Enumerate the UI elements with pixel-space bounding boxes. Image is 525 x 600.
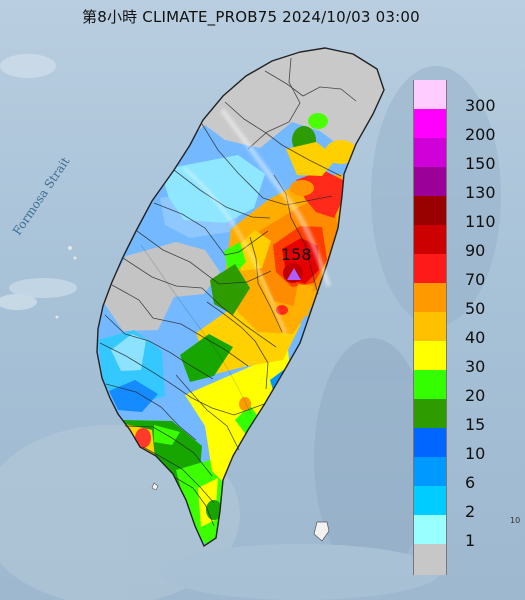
legend-label-300: 300 (465, 96, 496, 115)
corner-label: 10 (510, 516, 521, 525)
legend-label-2: 2 (465, 502, 476, 521)
rainfall-legend (413, 80, 447, 575)
legend-color-90 (413, 225, 447, 254)
legend-label-130: 130 (465, 183, 496, 202)
legend-label-90: 90 (465, 241, 486, 260)
small-islands (55, 246, 330, 542)
legend-label-6: 6 (465, 473, 476, 492)
taiwan-coastline (96, 47, 385, 548)
legend-label-150: 150 (465, 154, 496, 173)
legend-color-10 (413, 428, 447, 457)
island-terrain (140, 108, 332, 415)
legend-color-20 (413, 370, 447, 399)
legend-color-200 (413, 109, 447, 138)
legend-color-150 (413, 138, 447, 167)
legend-color-130 (413, 167, 447, 196)
legend-label-10: 10 (465, 444, 486, 463)
legend-color-70 (413, 254, 447, 283)
legend-label-200: 200 (465, 125, 496, 144)
legend-label-30: 30 (465, 357, 486, 376)
legend-label-50: 50 (465, 299, 486, 318)
legend-color-40 (413, 312, 447, 341)
legend-color-50 (413, 283, 447, 312)
legend-color-110 (413, 196, 447, 225)
legend-label-110: 110 (465, 212, 496, 231)
peak-triangle-icon (287, 268, 301, 280)
legend-label-1: 1 (465, 531, 476, 550)
legend-color-300 (413, 80, 447, 109)
legend-label-20: 20 (465, 386, 486, 405)
legend-color-30 (413, 341, 447, 370)
map-title: 第8小時 CLIMATE_PROB75 2024/10/03 03:00 (82, 8, 420, 26)
legend-color-1 (413, 515, 447, 544)
legend-label-15: 15 (465, 415, 486, 434)
legend-color-zero (413, 544, 447, 575)
legend-label-70: 70 (465, 270, 486, 289)
legend-label-40: 40 (465, 328, 486, 347)
legend-color-6 (413, 457, 447, 486)
county-boundaries (99, 57, 357, 527)
legend-color-2 (413, 486, 447, 515)
legend-color-15 (413, 399, 447, 428)
peak-value-label: 158 (281, 245, 312, 264)
